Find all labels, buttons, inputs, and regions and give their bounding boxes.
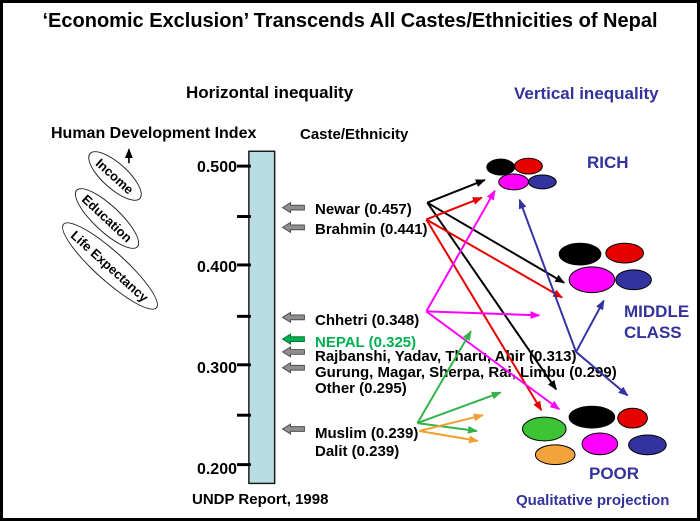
axis-label-0200: 0.200	[196, 461, 237, 478]
vertical-inequality-heading: Vertical inequality	[514, 84, 659, 103]
qualitative-projection-note: Qualitative projection	[516, 492, 670, 509]
income-label: Income	[93, 155, 137, 197]
group-label-other: Other (0.295)	[315, 380, 407, 397]
group-label-rajbanshi: Rajbanshi, Yadav, Tharu, Ahir (0.313)	[315, 348, 577, 365]
axis-label-0500: 0.500	[196, 159, 237, 176]
axis-label-0300: 0.300	[196, 360, 237, 377]
class-label-poor: POOR	[589, 464, 640, 483]
horizontal-inequality-heading: Horizontal inequality	[186, 83, 354, 102]
text-layer: ‘Economic Exclusion’ Transcends All Cast…	[3, 3, 697, 518]
slide-title: ‘Economic Exclusion’ Transcends All Cast…	[42, 10, 658, 32]
group-label-dalit: Dalit (0.239)	[315, 443, 400, 460]
group-label-gurung: Gurung, Magar, Sherpa, Rai, Limbu (0.299…	[315, 364, 617, 381]
hdi-axis-title: Human Development Index	[51, 125, 257, 142]
class-label-middle: MIDDLE CLASS	[624, 302, 690, 342]
group-label-newar: Newar (0.457)	[315, 201, 412, 218]
axis-label-0400: 0.400	[196, 259, 237, 276]
source-citation: UNDP Report, 1998	[192, 491, 329, 508]
group-label-nepal: NEPAL (0.325)	[315, 334, 417, 351]
caste-ethnicity-heading: Caste/Ethnicity	[300, 126, 409, 143]
class-label-rich: RICH	[587, 153, 629, 172]
group-label-brahmin: Brahmin (0.441)	[315, 221, 428, 238]
group-label-chhetri: Chhetri (0.348)	[315, 312, 420, 329]
group-label-muslim: Muslim (0.239)	[315, 425, 419, 442]
